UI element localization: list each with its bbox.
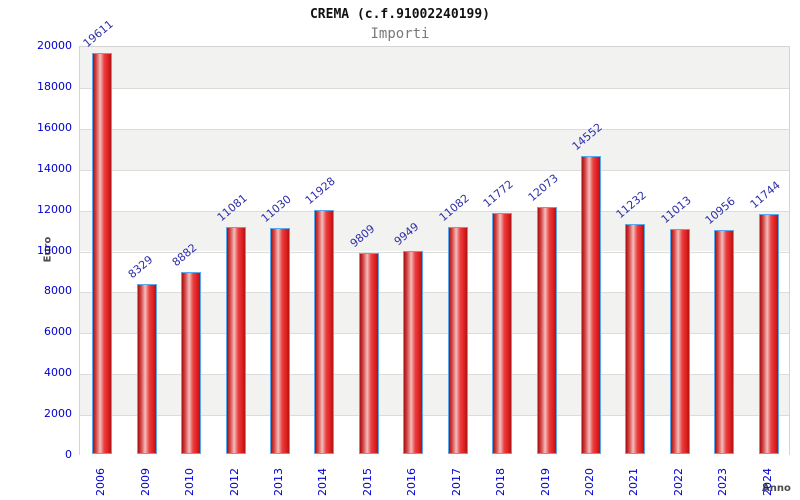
- x-tick-label-2012: 2012: [227, 468, 241, 496]
- plot-band: [80, 87, 789, 129]
- x-axis-title: Anno: [762, 483, 791, 494]
- x-tick-label-2023: 2023: [716, 468, 730, 496]
- y-tick-label: 10000: [37, 243, 72, 257]
- bar-2023: [714, 229, 735, 454]
- bar-2013: [269, 228, 290, 454]
- y-tick-label: 14000: [37, 161, 72, 175]
- x-tick-label-2019: 2019: [538, 468, 552, 496]
- x-tick-label-2021: 2021: [627, 468, 641, 496]
- bar-2024: [758, 213, 779, 454]
- x-tick-label-2009: 2009: [138, 468, 152, 496]
- x-tick-label-2010: 2010: [183, 468, 197, 496]
- gridline: [80, 128, 789, 130]
- chart-subtitle: Importi: [370, 26, 430, 42]
- x-tick-label-2016: 2016: [405, 468, 419, 496]
- bar-2015: [358, 253, 379, 454]
- chart-title: CREMA (c.f.91002240199): [309, 7, 490, 22]
- y-tick-label: 6000: [44, 325, 72, 339]
- bar-2018: [492, 213, 513, 454]
- y-tick-label: 18000: [37, 79, 72, 93]
- bar-2021: [625, 224, 646, 454]
- bar-2022: [669, 228, 690, 454]
- gridline: [80, 169, 789, 171]
- bar-2017: [447, 227, 468, 454]
- x-tick-label-2014: 2014: [316, 468, 330, 496]
- x-tick-label-2013: 2013: [271, 468, 285, 496]
- bar-2006: [92, 52, 113, 454]
- bar-2019: [536, 207, 557, 454]
- gridline: [80, 87, 789, 89]
- bar-2014: [314, 210, 335, 454]
- bar-2012: [225, 227, 246, 454]
- y-tick-label: 16000: [37, 120, 72, 134]
- bar-2010: [181, 272, 202, 454]
- x-tick-label-2015: 2015: [360, 468, 374, 496]
- gridline: [80, 210, 789, 212]
- x-tick-label-2024: 2024: [760, 468, 774, 496]
- gridline: [80, 251, 789, 253]
- x-tick-label-2006: 2006: [94, 468, 108, 496]
- x-tick-label-2020: 2020: [583, 468, 597, 496]
- gridline: [80, 292, 789, 294]
- gridline: [80, 415, 789, 417]
- bar-2016: [403, 250, 424, 454]
- gridline: [80, 374, 789, 376]
- y-tick-label: 0: [65, 448, 72, 461]
- bar-2020: [581, 156, 602, 454]
- bar-2009: [136, 283, 157, 454]
- y-tick-label: 20000: [37, 39, 72, 52]
- plot-band: [80, 169, 789, 211]
- plot-band: [80, 128, 789, 170]
- plot-band: [80, 47, 789, 88]
- x-tick-label-2018: 2018: [494, 468, 508, 496]
- y-tick-label: 2000: [44, 407, 72, 421]
- gridline: [80, 333, 789, 335]
- x-tick-label-2017: 2017: [449, 468, 463, 496]
- y-tick-label: 8000: [44, 284, 72, 298]
- x-tick-label-2022: 2022: [671, 468, 685, 496]
- y-tick-label: 4000: [44, 366, 72, 380]
- plot-area: [79, 46, 790, 456]
- y-tick-label: 12000: [37, 202, 72, 216]
